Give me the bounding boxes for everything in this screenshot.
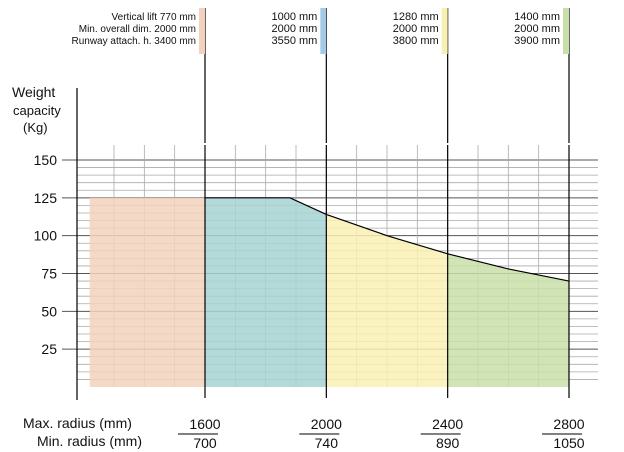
x-tick-label-min: 890 [436,435,460,451]
spec-color-swatch [320,8,327,54]
y-ticks: 150 125 100 75 50 25 [34,152,58,357]
spec-text: 1000 mm [271,11,317,23]
spec-text: 2000 mm [393,23,439,35]
spec-text: 3550 mm [271,35,317,47]
capacity-area-2 [205,197,327,387]
x-ticks: 1600 700 2000 740 2400 890 2800 1050 [178,416,585,451]
y-tick-label: 75 [41,266,57,282]
spec-text: 1280 mm [393,11,439,23]
capacity-area-4 [447,253,569,387]
y-tick-label: 100 [34,228,58,244]
x-tick-label-max: 1600 [189,416,220,432]
y-axis-label-line-1: Weight [12,84,55,100]
x-tick-label-max: 2000 [311,416,342,432]
x-tick-label-min: 740 [315,435,339,451]
spec-text: 2000 mm [271,23,317,35]
y-axis-label-line-3: (Kg) [23,120,48,135]
x-axis-label-min: Min. radius (mm) [37,433,142,449]
capacity-area-1 [89,197,205,387]
y-tick-label: 25 [41,341,57,357]
capacity-line-group [205,197,570,282]
y-tick-label: 125 [34,190,58,206]
x-axis-label-max: Max. radius (mm) [23,415,132,431]
spec-color-swatch [199,8,205,54]
spec-color-swatch [441,8,448,54]
capacity-areas [89,197,569,387]
x-tick-label-max: 2800 [553,416,584,432]
spec-text: 2000 mm [514,23,560,35]
y-tick-label: 50 [41,303,57,319]
spec-text: Runway attach. h. 3400 mm [71,36,196,47]
spec-text: 1400 mm [514,11,560,23]
x-tick-label-max: 2400 [432,416,463,432]
spec-text: Min. overall dim. 2000 mm [79,24,196,35]
capacity-area-3 [326,214,448,387]
capacity-line [205,197,570,282]
y-tick-label: 150 [34,152,58,168]
x-tick-label-min: 700 [193,435,217,451]
spec-text: Vertical lift 770 mm [112,12,196,23]
spec-color-swatch [563,8,569,54]
y-axis-label-line-2: capacity [13,103,61,118]
spec-text: 3900 mm [514,35,560,47]
spec-text: 3800 mm [393,35,439,47]
axes [76,8,570,400]
x-tick-label-min: 1050 [553,435,584,451]
